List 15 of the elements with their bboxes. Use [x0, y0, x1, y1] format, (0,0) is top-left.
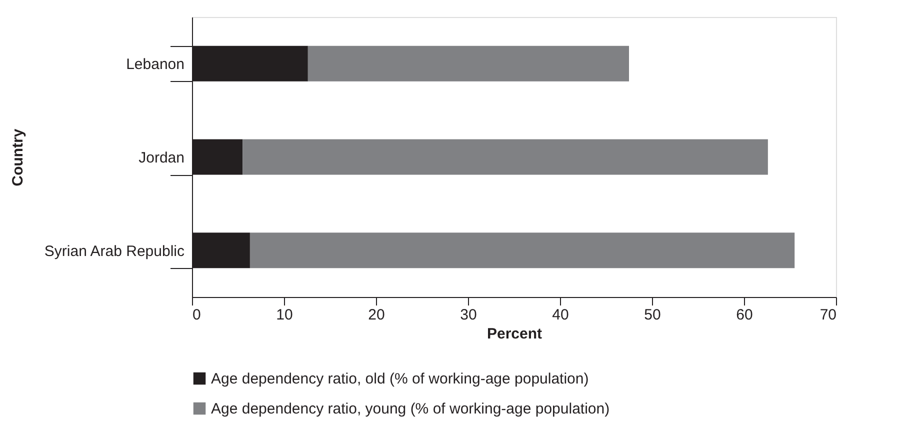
x-tick-label: 10	[276, 306, 293, 324]
y-tick-label: Syrian Arab Republic	[44, 242, 185, 260]
y-tick-label: Lebanon	[126, 56, 184, 74]
legend-label: Age dependency ratio, old (% of working-age population)	[211, 370, 589, 388]
x-tick-label: 50	[644, 306, 661, 324]
y-tick-label: Jordan	[138, 150, 184, 166]
y-axis-title: Country	[10, 128, 27, 186]
x-axis-title: Percent	[486, 326, 542, 342]
x-tick-label: 70	[820, 306, 836, 324]
x-tick-label: 30	[460, 306, 477, 324]
x-tick-label: 40	[552, 306, 569, 324]
x-tick-label: 60	[736, 306, 753, 324]
x-tick-label: 0	[192, 306, 201, 324]
legend-label: Age dependency ratio, young (% of working-age population)	[211, 400, 610, 418]
x-tick-label: 20	[368, 306, 385, 324]
